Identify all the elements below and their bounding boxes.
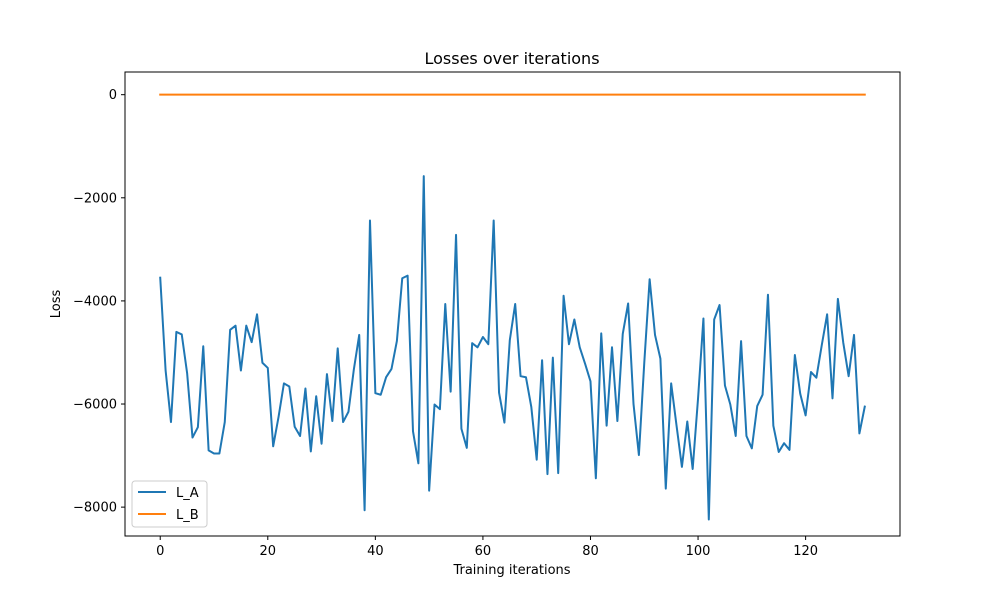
x-tick-label: 100 [686,544,711,559]
x-tick-label: 20 [260,544,277,559]
legend-label-l-b: L_B [176,508,199,523]
series-line-l-a [159,175,866,521]
x-axis: 0 20 40 60 80 100 120 [156,536,818,559]
x-axis-title: Training iterations [452,563,570,578]
x-tick-label: 80 [582,544,599,559]
x-tick-label: 120 [793,544,818,559]
legend: L_A L_B [131,480,208,528]
x-tick-label: 60 [475,544,492,559]
y-axis-title: Loss [49,290,64,319]
axes-frame [124,71,901,537]
chart-title: Losses over iterations [424,49,599,68]
y-axis: 0 −2000 −4000 −6000 −8000 [73,88,125,516]
legend-label-l-a: L_A [176,486,199,501]
y-tick-label: −2000 [73,191,117,206]
plot-area [159,93,866,521]
x-tick-label: 0 [156,544,164,559]
x-tick-label: 40 [367,544,384,559]
y-tick-label: −8000 [73,501,117,516]
y-tick-label: −6000 [73,398,117,413]
y-tick-label: −4000 [73,294,117,309]
y-tick-label: 0 [109,88,117,103]
